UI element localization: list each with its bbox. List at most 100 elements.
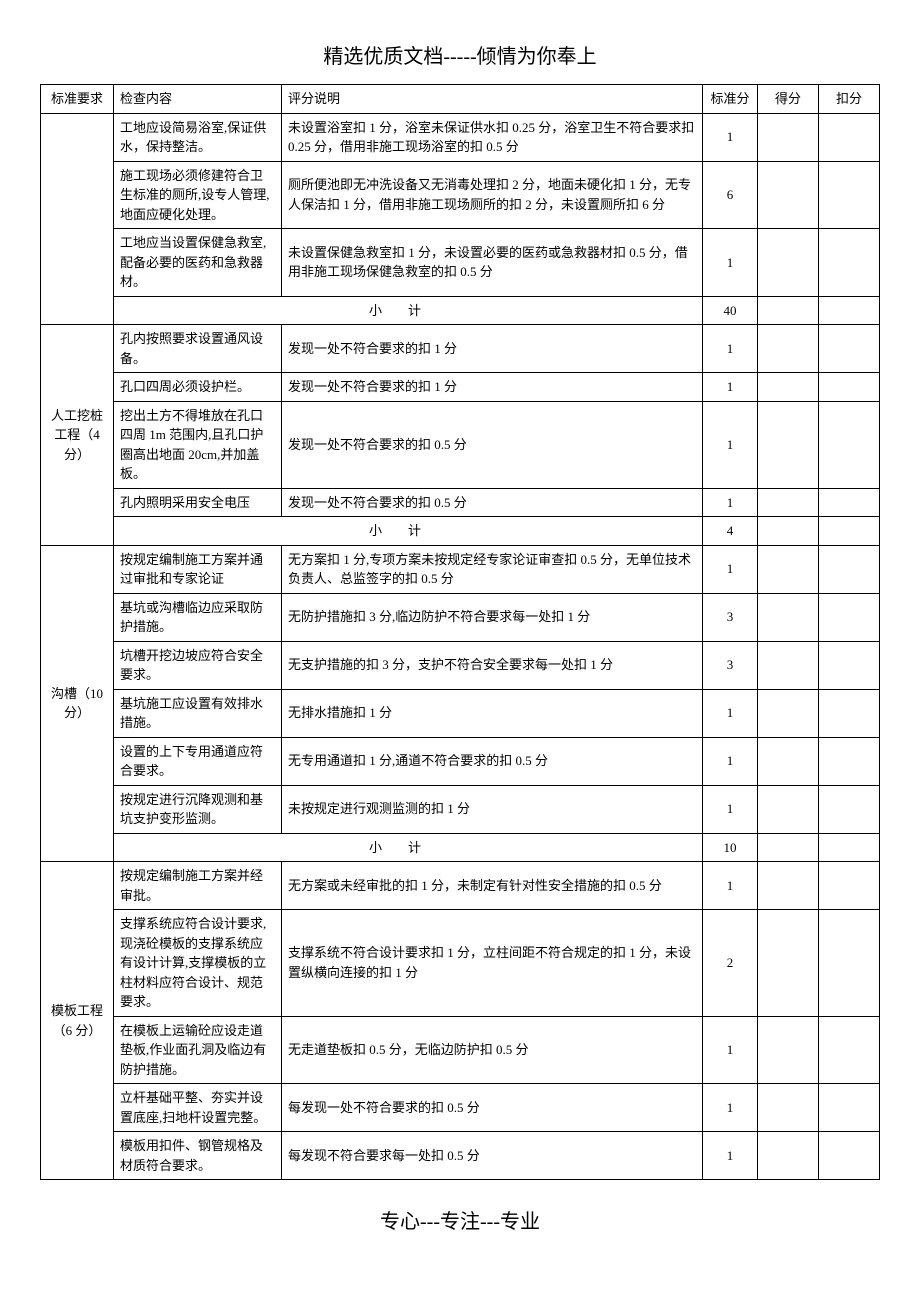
std-cell: 1 — [703, 737, 758, 785]
score-cell — [758, 1084, 819, 1132]
deduct-cell — [819, 296, 880, 325]
std-cell: 1 — [703, 113, 758, 161]
desc-cell: 未按规定进行观测监测的扣 1 分 — [282, 785, 703, 833]
deduct-cell — [819, 737, 880, 785]
check-cell: 按规定编制施工方案并通过审批和专家论证 — [114, 545, 282, 593]
score-cell — [758, 641, 819, 689]
header-req: 标准要求 — [41, 85, 114, 114]
table-row: 基坑或沟槽临边应采取防护措施。无防护措施扣 3 分,临边防护不符合要求每一处扣 … — [41, 593, 880, 641]
score-cell — [758, 517, 819, 546]
table-row: 孔口四周必须设护栏。发现一处不符合要求的扣 1 分1 — [41, 373, 880, 402]
check-cell: 坑槽开挖边坡应符合安全要求。 — [114, 641, 282, 689]
check-cell: 施工现场必须修建符合卫生标准的厕所,设专人管理,地面应硬化处理。 — [114, 161, 282, 229]
subtotal-label: 小计 — [114, 833, 703, 862]
deduct-cell — [819, 689, 880, 737]
desc-cell: 每发现一处不符合要求的扣 0.5 分 — [282, 1084, 703, 1132]
subtotal-value: 10 — [703, 833, 758, 862]
deduct-cell — [819, 1132, 880, 1180]
check-cell: 挖出土方不得堆放在孔口四周 1m 范围内,且孔口护圈高出地面 20cm,并加盖板… — [114, 401, 282, 488]
score-cell — [758, 296, 819, 325]
score-cell — [758, 833, 819, 862]
req-cell: 人工挖桩工程（4 分） — [41, 325, 114, 546]
std-cell: 3 — [703, 593, 758, 641]
deduct-cell — [819, 833, 880, 862]
deduct-cell — [819, 910, 880, 1017]
header-check: 检查内容 — [114, 85, 282, 114]
subtotal-label: 小计 — [114, 517, 703, 546]
std-cell: 1 — [703, 1132, 758, 1180]
score-cell — [758, 161, 819, 229]
check-cell: 工地应当设置保健急救室,配备必要的医药和急救器材。 — [114, 229, 282, 297]
std-cell: 3 — [703, 641, 758, 689]
desc-cell: 支撑系统不符合设计要求扣 1 分，立柱间距不符合规定的扣 1 分，未设置纵横向连… — [282, 910, 703, 1017]
deduct-cell — [819, 517, 880, 546]
check-cell: 支撑系统应符合设计要求,现浇砼模板的支撑系统应有设计计算,支撑模板的立柱材料应符… — [114, 910, 282, 1017]
document-title: 精选优质文档-----倾情为你奉上 — [40, 40, 880, 69]
score-cell — [758, 1016, 819, 1084]
std-cell: 6 — [703, 161, 758, 229]
document-footer: 专心---专注---专业 — [40, 1205, 880, 1234]
deduct-cell — [819, 1084, 880, 1132]
header-deduct: 扣分 — [819, 85, 880, 114]
table-row: 在模板上运输砼应设走道垫板,作业面孔洞及临边有防护措施。无走道垫板扣 0.5 分… — [41, 1016, 880, 1084]
std-cell: 1 — [703, 862, 758, 910]
desc-cell: 无支护措施的扣 3 分，支护不符合安全要求每一处扣 1 分 — [282, 641, 703, 689]
header-desc: 评分说明 — [282, 85, 703, 114]
std-cell: 1 — [703, 689, 758, 737]
desc-cell: 无专用通道扣 1 分,通道不符合要求的扣 0.5 分 — [282, 737, 703, 785]
score-cell — [758, 545, 819, 593]
check-cell: 设置的上下专用通道应符合要求。 — [114, 737, 282, 785]
check-cell: 基坑或沟槽临边应采取防护措施。 — [114, 593, 282, 641]
std-cell: 1 — [703, 488, 758, 517]
std-cell: 1 — [703, 545, 758, 593]
desc-cell: 未设置浴室扣 1 分，浴室未保证供水扣 0.25 分，浴室卫生不符合要求扣 0.… — [282, 113, 703, 161]
desc-cell: 每发现不符合要求每一处扣 0.5 分 — [282, 1132, 703, 1180]
score-cell — [758, 1132, 819, 1180]
deduct-cell — [819, 113, 880, 161]
score-cell — [758, 862, 819, 910]
check-cell: 基坑施工应设置有效排水措施。 — [114, 689, 282, 737]
score-cell — [758, 401, 819, 488]
desc-cell: 无排水措施扣 1 分 — [282, 689, 703, 737]
desc-cell: 无方案或未经审批的扣 1 分，未制定有针对性安全措施的扣 0.5 分 — [282, 862, 703, 910]
table-row: 设置的上下专用通道应符合要求。无专用通道扣 1 分,通道不符合要求的扣 0.5 … — [41, 737, 880, 785]
desc-cell: 发现一处不符合要求的扣 1 分 — [282, 325, 703, 373]
table-row: 支撑系统应符合设计要求,现浇砼模板的支撑系统应有设计计算,支撑模板的立柱材料应符… — [41, 910, 880, 1017]
check-cell: 立杆基础平整、夯实并设置底座,扫地杆设置完整。 — [114, 1084, 282, 1132]
deduct-cell — [819, 862, 880, 910]
desc-cell: 无防护措施扣 3 分,临边防护不符合要求每一处扣 1 分 — [282, 593, 703, 641]
std-cell: 1 — [703, 325, 758, 373]
deduct-cell — [819, 593, 880, 641]
evaluation-table: 标准要求 检查内容 评分说明 标准分 得分 扣分 工地应设简易浴室,保证供水，保… — [40, 84, 880, 1180]
table-row: 沟槽（10 分）按规定编制施工方案并通过审批和专家论证无方案扣 1 分,专项方案… — [41, 545, 880, 593]
table-row: 立杆基础平整、夯实并设置底座,扫地杆设置完整。每发现一处不符合要求的扣 0.5 … — [41, 1084, 880, 1132]
check-cell: 孔内照明采用安全电压 — [114, 488, 282, 517]
req-cell — [41, 113, 114, 325]
deduct-cell — [819, 373, 880, 402]
std-cell: 1 — [703, 1084, 758, 1132]
check-cell: 工地应设简易浴室,保证供水，保持整洁。 — [114, 113, 282, 161]
score-cell — [758, 737, 819, 785]
score-cell — [758, 785, 819, 833]
std-cell: 2 — [703, 910, 758, 1017]
table-row: 基坑施工应设置有效排水措施。无排水措施扣 1 分1 — [41, 689, 880, 737]
deduct-cell — [819, 229, 880, 297]
subtotal-row: 小计10 — [41, 833, 880, 862]
score-cell — [758, 325, 819, 373]
table-row: 挖出土方不得堆放在孔口四周 1m 范围内,且孔口护圈高出地面 20cm,并加盖板… — [41, 401, 880, 488]
std-cell: 1 — [703, 1016, 758, 1084]
desc-cell: 发现一处不符合要求的扣 1 分 — [282, 373, 703, 402]
std-cell: 1 — [703, 229, 758, 297]
subtotal-label: 小计 — [114, 296, 703, 325]
score-cell — [758, 373, 819, 402]
req-cell: 沟槽（10 分） — [41, 545, 114, 862]
check-cell: 模板用扣件、钢管规格及材质符合要求。 — [114, 1132, 282, 1180]
std-cell: 1 — [703, 401, 758, 488]
header-score: 得分 — [758, 85, 819, 114]
score-cell — [758, 593, 819, 641]
check-cell: 在模板上运输砼应设走道垫板,作业面孔洞及临边有防护措施。 — [114, 1016, 282, 1084]
deduct-cell — [819, 401, 880, 488]
subtotal-value: 40 — [703, 296, 758, 325]
check-cell: 按规定编制施工方案并经审批。 — [114, 862, 282, 910]
std-cell: 1 — [703, 373, 758, 402]
